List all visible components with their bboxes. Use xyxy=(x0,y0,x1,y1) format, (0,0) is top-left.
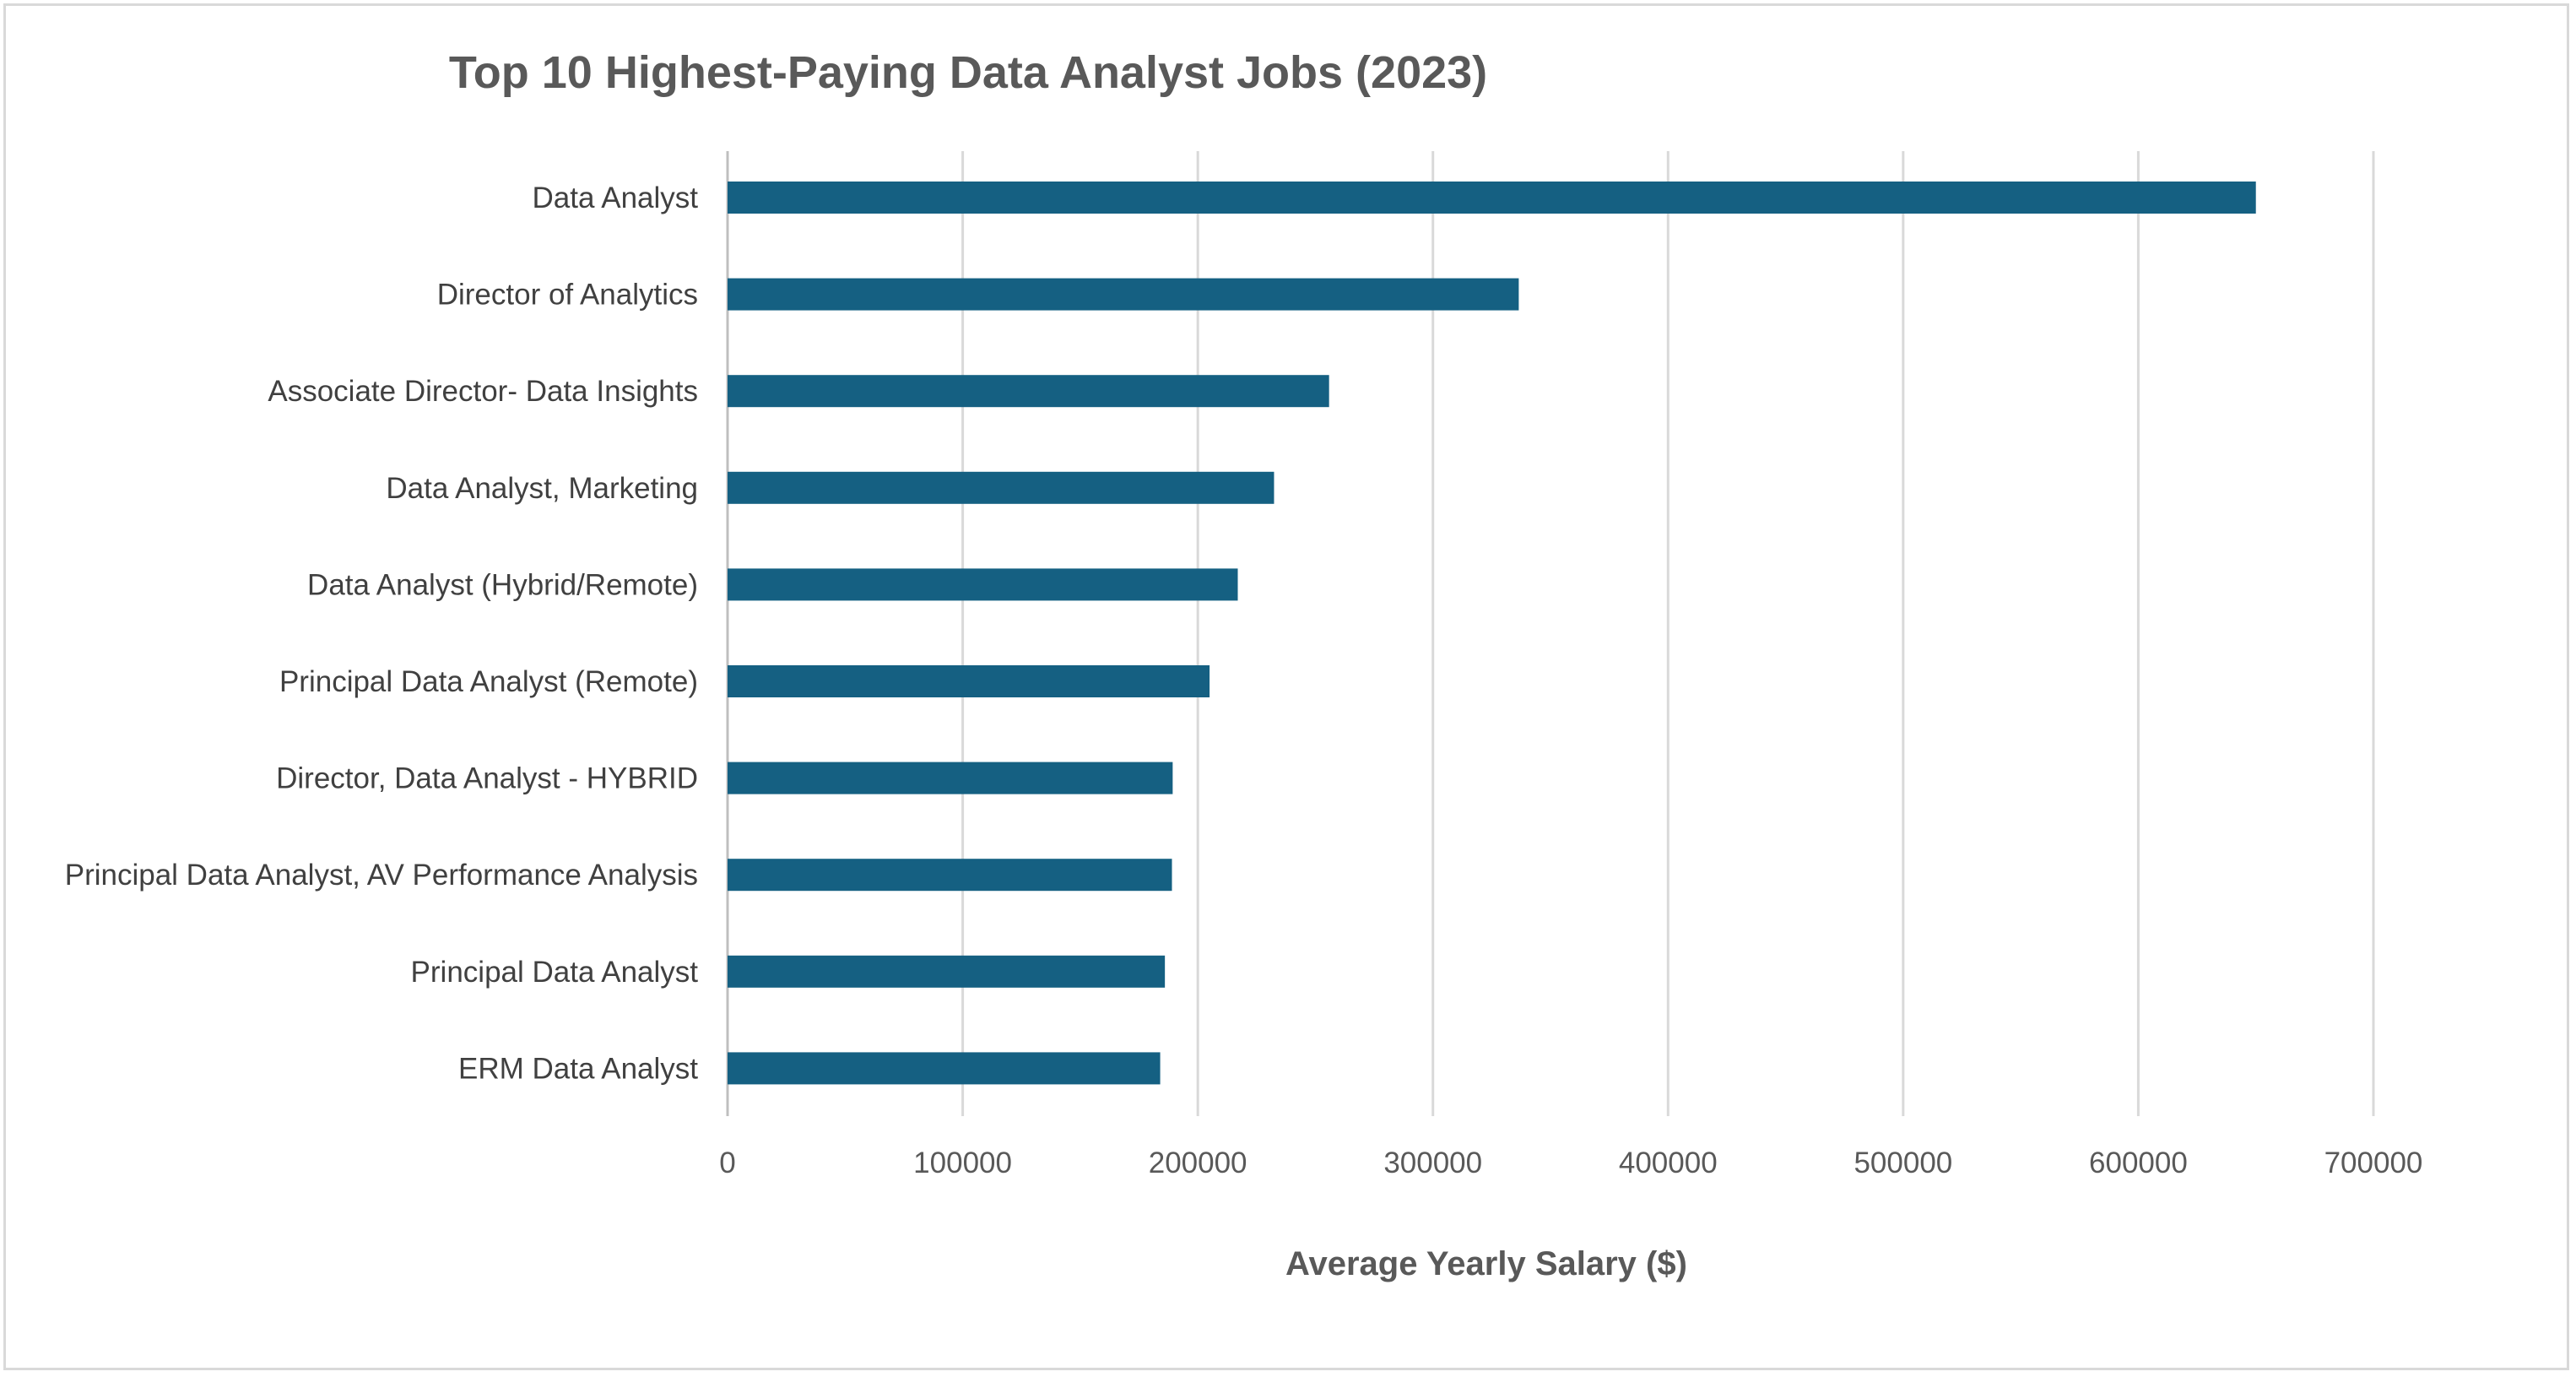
x-tick-label: 600000 xyxy=(2089,1147,2188,1179)
bar xyxy=(728,375,1329,408)
category-label: Data Analyst xyxy=(533,182,699,214)
bar-chart: Top 10 Highest-Paying Data Analyst Jobs … xyxy=(65,47,2423,1282)
bar xyxy=(728,859,1172,892)
category-label: Director of Analytics xyxy=(437,279,698,312)
category-label: Principal Data Analyst, AV Performance A… xyxy=(65,859,698,892)
x-tick-label: 700000 xyxy=(2324,1147,2423,1179)
category-label: Data Analyst, Marketing xyxy=(386,472,698,505)
chart-title: Top 10 Highest-Paying Data Analyst Jobs … xyxy=(449,47,1487,98)
category-labels: Data Analyst Director of Analytics Associa… xyxy=(65,182,699,1085)
gridlines xyxy=(726,151,2375,1116)
bar xyxy=(728,471,1274,504)
bar xyxy=(728,1052,1161,1085)
category-label: Principal Data Analyst (Remote) xyxy=(279,665,698,698)
x-axis-title: Average Yearly Salary ($) xyxy=(1285,1245,1687,1282)
x-tick-label: 300000 xyxy=(1383,1147,1482,1179)
bar xyxy=(728,762,1173,794)
category-label: Data Analyst (Hybrid/Remote) xyxy=(307,568,698,601)
bars xyxy=(728,182,2256,1085)
bar xyxy=(728,955,1166,988)
x-tick-label: 0 xyxy=(719,1147,735,1179)
bar xyxy=(728,665,1210,697)
chart-frame: Top 10 Highest-Paying Data Analyst Jobs … xyxy=(3,3,2569,1370)
bar xyxy=(728,182,2256,214)
x-tick-label: 400000 xyxy=(1619,1147,1718,1179)
x-tick-label: 500000 xyxy=(1854,1147,1952,1179)
category-label: Associate Director- Data Insights xyxy=(268,375,698,408)
x-tick-labels: 0 100000 200000 300000 400000 500000 600000 700… xyxy=(719,1147,2422,1179)
category-label: ERM Data Analyst xyxy=(458,1052,698,1085)
x-tick-label: 200000 xyxy=(1149,1147,1247,1179)
category-label: Principal Data Analyst xyxy=(411,956,699,989)
category-label: Director, Data Analyst - HYBRID xyxy=(276,762,698,795)
bar xyxy=(728,278,1519,311)
bar xyxy=(728,568,1238,601)
x-tick-label: 100000 xyxy=(913,1147,1012,1179)
